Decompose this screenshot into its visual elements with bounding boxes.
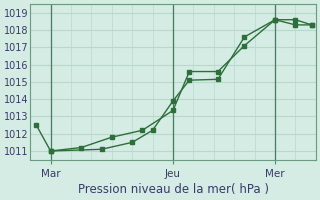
X-axis label: Pression niveau de la mer( hPa ): Pression niveau de la mer( hPa ) (77, 183, 268, 196)
